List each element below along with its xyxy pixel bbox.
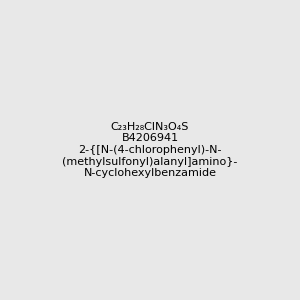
Text: C₂₃H₂₈ClN₃O₄S
B4206941
2-{[N-(4-chlorophenyl)-N-
(methylsulfonyl)alanyl]amino}-
: C₂₃H₂₈ClN₃O₄S B4206941 2-{[N-(4-chloroph… — [62, 122, 238, 178]
